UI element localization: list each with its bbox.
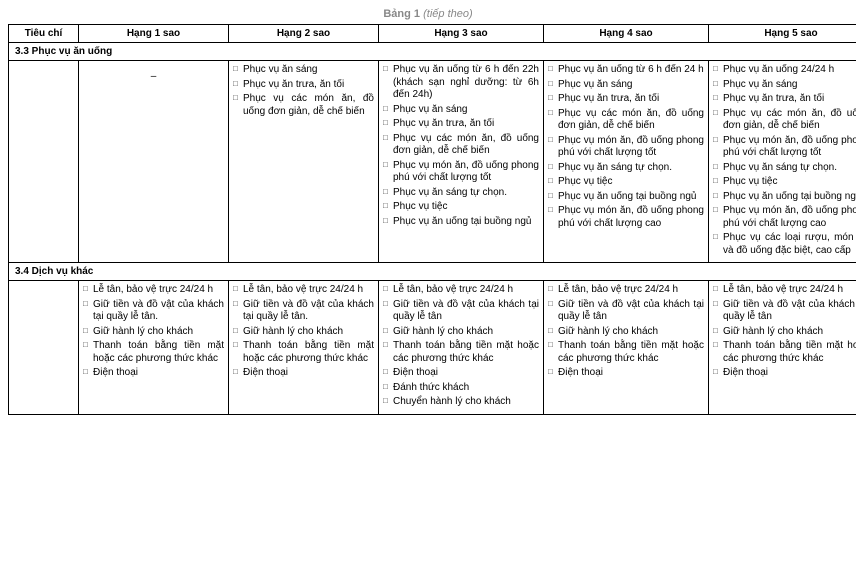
list-item: Phục vụ ăn sáng bbox=[383, 104, 539, 117]
list-item: Phục vụ ăn uống tại buồng ngủ bbox=[548, 191, 704, 204]
cell-33-2star: Phục vụ ăn sáng Phục vụ ăn trưa, ăn tốiPh… bbox=[229, 61, 379, 263]
list-item: Điện thoại bbox=[233, 367, 374, 380]
cell-33-3star: Phục vụ ăn uống từ 6 h đến 22h (khách sạ… bbox=[379, 61, 544, 263]
list-item: Điện thoại bbox=[383, 367, 539, 380]
list-item: Phục vụ món ăn, đồ uống phong phú với ch… bbox=[713, 205, 856, 230]
list-33-5star: Phục vụ ăn uống 24/24 hPhục vụ ăn sángPh… bbox=[713, 64, 856, 257]
criteria-table: Tiêu chí Hạng 1 sao Hạng 2 sao Hạng 3 sa… bbox=[8, 24, 856, 415]
section-34-title: 3.4 Dịch vụ khác bbox=[9, 263, 856, 281]
list-34-1star: Lễ tân, bảo vệ trực 24/24 h Giữ tiền và đ… bbox=[83, 284, 224, 380]
list-34-2star: Lễ tân, bảo vệ trực 24/24 h Giữ tiền và đ… bbox=[233, 284, 374, 380]
table-header-row: Tiêu chí Hạng 1 sao Hạng 2 sao Hạng 3 sa… bbox=[9, 25, 856, 43]
list-item: Phục vụ ăn uống 24/24 h bbox=[713, 64, 856, 77]
list-item: Phục vụ ăn sáng bbox=[713, 79, 856, 92]
cell-33-4star: Phục vụ ăn uống từ 6 h đến 24 h Phục vụ ă… bbox=[544, 61, 709, 263]
list-item: Phục vụ món ăn, đồ uống phong phú với ch… bbox=[548, 205, 704, 230]
list-item: Giữ tiền và đồ vật của khách tại quầy lễ… bbox=[233, 299, 374, 324]
cell-33-1star: – bbox=[79, 61, 229, 263]
list-item: Chuyển hành lý cho khách bbox=[383, 396, 539, 409]
col-header-1star: Hạng 1 sao bbox=[79, 25, 229, 43]
cell-33-criteria bbox=[9, 61, 79, 263]
section-33-header-row: 3.3 Phục vụ ăn uống bbox=[9, 43, 856, 61]
list-item: Thanh toán bằng tiền mặt hoặc các phương… bbox=[713, 340, 856, 365]
list-item: Giữ tiền và đồ vật của khách tại quầy lễ… bbox=[383, 299, 539, 324]
list-33-2star: Phục vụ ăn sáng Phục vụ ăn trưa, ăn tốiPh… bbox=[233, 64, 374, 118]
col-header-criteria: Tiêu chí bbox=[9, 25, 79, 43]
list-item: Phục vụ ăn sáng bbox=[548, 79, 704, 92]
list-item: Lễ tân, bảo vệ trực 24/24 h bbox=[383, 284, 539, 297]
list-item: Phục vụ ăn uống từ 6 h đến 22h (khách sạ… bbox=[383, 64, 539, 102]
cell-34-1star: Lễ tân, bảo vệ trực 24/24 h Giữ tiền và đ… bbox=[79, 281, 229, 415]
list-34-4star: Lễ tân, bảo vệ trực 24/24 h Giữ tiền và đ… bbox=[548, 284, 704, 380]
cell-34-criteria bbox=[9, 281, 79, 415]
list-item: Giữ tiền và đồ vật của khách tại quầy lễ… bbox=[713, 299, 856, 324]
list-item: Phục vụ các món ăn, đồ uống đơn giản, dễ… bbox=[383, 133, 539, 158]
col-header-4star: Hạng 4 sao bbox=[544, 25, 709, 43]
list-item: Giữ tiền và đồ vật của khách tại quầy lễ… bbox=[548, 299, 704, 324]
list-item: Thanh toán bằng tiền mặt hoặc các phương… bbox=[233, 340, 374, 365]
list-item: Điện thoại bbox=[713, 367, 856, 380]
list-item: Thanh toán bằng tiền mặt hoặc các phương… bbox=[548, 340, 704, 365]
table-caption: Bảng 1 (tiếp theo) bbox=[8, 8, 848, 20]
list-item: Lễ tân, bảo vệ trực 24/24 h bbox=[548, 284, 704, 297]
list-item: Điện thoại bbox=[548, 367, 704, 380]
section-33-content-row: – Phục vụ ăn sángPhục vụ ăn trưa, ăn tối… bbox=[9, 61, 856, 263]
list-item: Phục vụ các món ăn, đồ uống đơn giản, dễ… bbox=[548, 108, 704, 133]
list-item: Giữ hành lý cho khách bbox=[233, 326, 374, 339]
list-item: Phục vụ tiệc bbox=[548, 176, 704, 189]
list-item: Giữ hành lý cho khách bbox=[548, 326, 704, 339]
list-item: Phục vụ tiệc bbox=[383, 201, 539, 214]
list-33-4star: Phục vụ ăn uống từ 6 h đến 24 h Phục vụ ă… bbox=[548, 64, 704, 230]
list-item: Lễ tân, bảo vệ trực 24/24 h bbox=[713, 284, 856, 297]
list-item: Giữ hành lý cho khách bbox=[83, 326, 224, 339]
list-item: Phục vụ ăn trưa, ăn tối bbox=[233, 79, 374, 92]
list-item: Giữ hành lý cho khách bbox=[713, 326, 856, 339]
cell-34-3star: Lễ tân, bảo vệ trực 24/24 h Giữ tiền và đ… bbox=[379, 281, 544, 415]
list-item: Giữ hành lý cho khách bbox=[383, 326, 539, 339]
list-item: Phục vụ ăn sáng tự chọn. bbox=[548, 162, 704, 175]
list-34-3star: Lễ tân, bảo vệ trực 24/24 h Giữ tiền và đ… bbox=[383, 284, 539, 409]
list-item: Phục vụ món ăn, đồ uống phong phú với ch… bbox=[548, 135, 704, 160]
caption-main: Bảng 1 bbox=[383, 8, 420, 20]
list-item: Phục vụ ăn sáng bbox=[233, 64, 374, 77]
col-header-5star: Hạng 5 sao bbox=[709, 25, 856, 43]
list-item: Phục vụ các món ăn, đồ uống đơn giản, dễ… bbox=[233, 93, 374, 118]
list-item: Lễ tân, bảo vệ trực 24/24 h bbox=[233, 284, 374, 297]
cell-34-2star: Lễ tân, bảo vệ trực 24/24 h Giữ tiền và đ… bbox=[229, 281, 379, 415]
list-34-5star: Lễ tân, bảo vệ trực 24/24 h Giữ tiền và đ… bbox=[713, 284, 856, 380]
list-33-3star: Phục vụ ăn uống từ 6 h đến 22h (khách sạ… bbox=[383, 64, 539, 228]
list-item: Phục vụ món ăn, đồ uống phong phú với ch… bbox=[383, 160, 539, 185]
list-item: Lễ tân, bảo vệ trực 24/24 h bbox=[83, 284, 224, 297]
list-item: Phục vụ ăn trưa, ăn tối bbox=[548, 93, 704, 106]
list-item: Phục vụ ăn uống tại buồng ngủ bbox=[713, 191, 856, 204]
list-item: Giữ tiền và đồ vật của khách tại quầy lễ… bbox=[83, 299, 224, 324]
section-33-title: 3.3 Phục vụ ăn uống bbox=[9, 43, 856, 61]
list-item: Phục vụ ăn uống từ 6 h đến 24 h bbox=[548, 64, 704, 77]
list-item: Phục vụ ăn sáng tự chọn. bbox=[713, 162, 856, 175]
section-34-header-row: 3.4 Dịch vụ khác bbox=[9, 263, 856, 281]
section-34-content-row: Lễ tân, bảo vệ trực 24/24 h Giữ tiền và đ… bbox=[9, 281, 856, 415]
list-item: Phục vụ ăn trưa, ăn tối bbox=[383, 118, 539, 131]
caption-continued: (tiếp theo) bbox=[423, 8, 473, 20]
list-item: Thanh toán bằng tiền mặt hoặc các phương… bbox=[83, 340, 224, 365]
col-header-2star: Hạng 2 sao bbox=[229, 25, 379, 43]
list-item: Phục vụ tiệc bbox=[713, 176, 856, 189]
list-item: Phục vụ các loại rượu, món ăn và đồ uống… bbox=[713, 232, 856, 257]
list-item: Phục vụ ăn sáng tự chọn. bbox=[383, 187, 539, 200]
cell-34-5star: Lễ tân, bảo vệ trực 24/24 h Giữ tiền và đ… bbox=[709, 281, 856, 415]
col-header-3star: Hạng 3 sao bbox=[379, 25, 544, 43]
cell-34-4star: Lễ tân, bảo vệ trực 24/24 h Giữ tiền và đ… bbox=[544, 281, 709, 415]
list-item: Phục vụ các món ăn, đồ uống đơn giản, dễ… bbox=[713, 108, 856, 133]
list-item: Điện thoại bbox=[83, 367, 224, 380]
list-item: Thanh toán bằng tiền mặt hoặc các phương… bbox=[383, 340, 539, 365]
list-item: Phục vụ ăn uống tại buồng ngủ bbox=[383, 216, 539, 229]
list-item: Phục vụ ăn trưa, ăn tối bbox=[713, 93, 856, 106]
list-item: Đánh thức khách bbox=[383, 382, 539, 395]
cell-33-5star: Phục vụ ăn uống 24/24 hPhục vụ ăn sángPh… bbox=[709, 61, 856, 263]
list-item: Phục vụ món ăn, đồ uống phong phú với ch… bbox=[713, 135, 856, 160]
